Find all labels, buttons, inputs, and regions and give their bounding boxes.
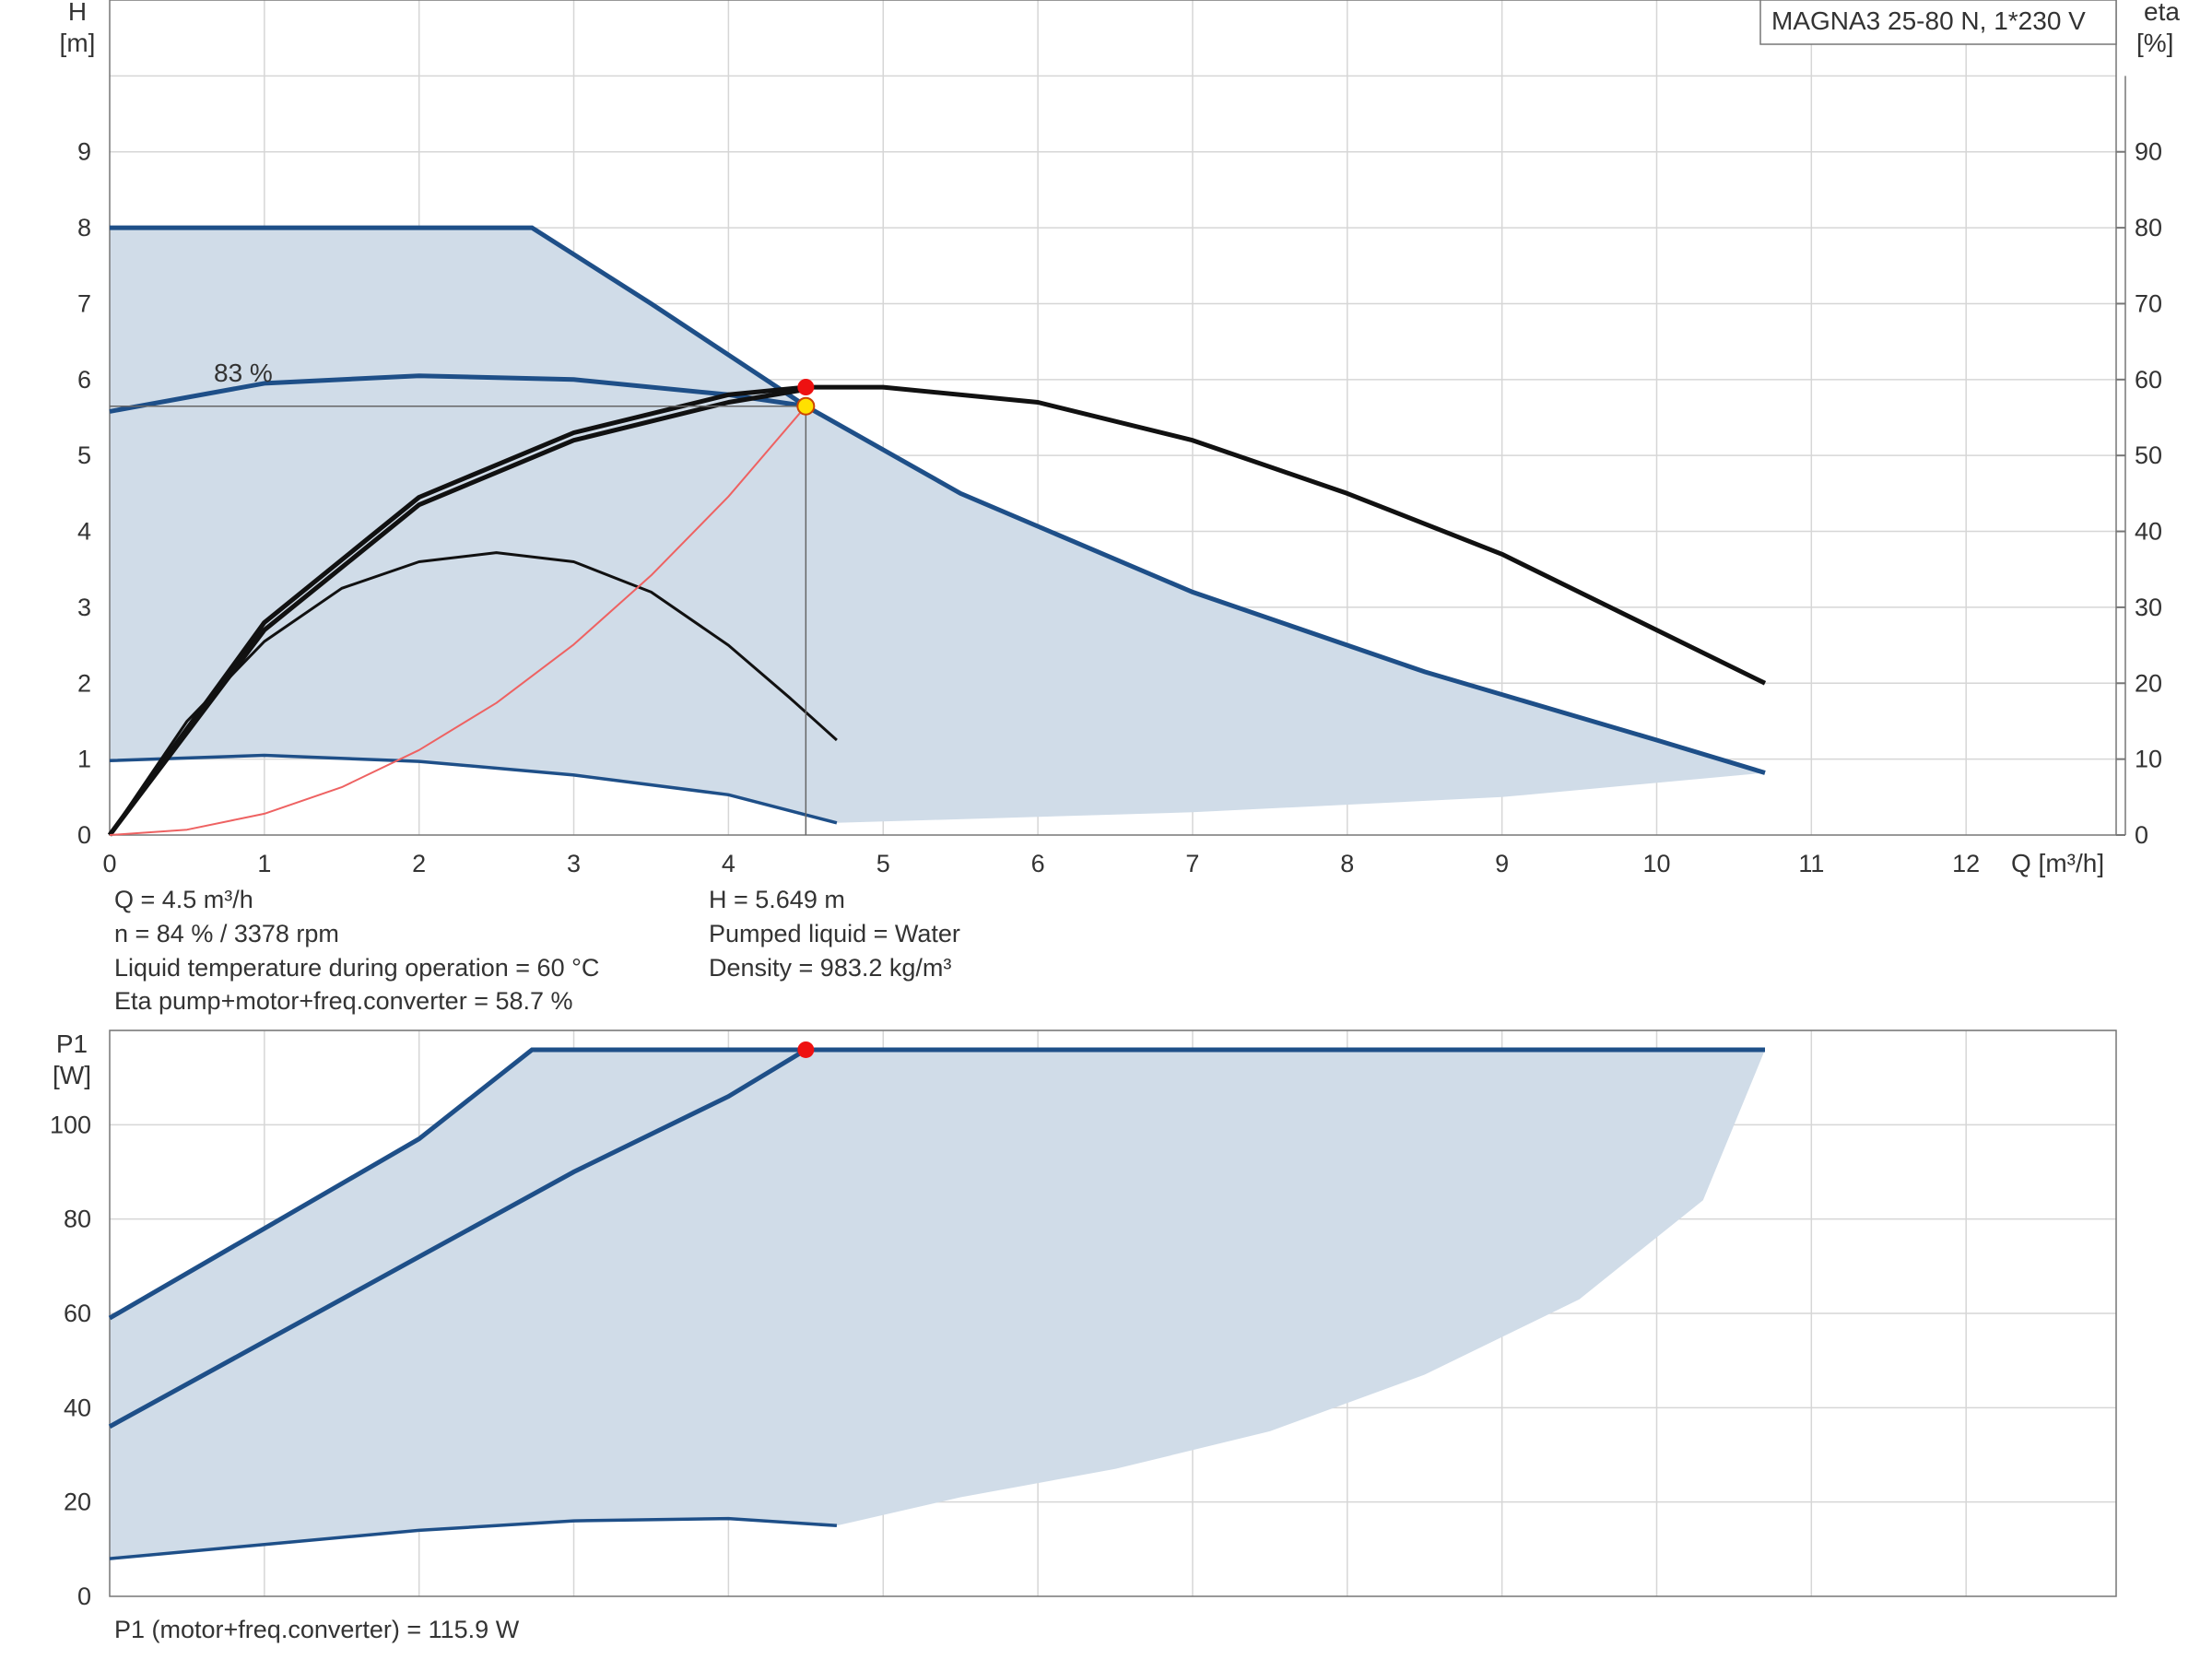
y-tick-label: 100 bbox=[50, 1111, 91, 1138]
y-tick-label: 0 bbox=[77, 1583, 91, 1610]
info-power: P1 (motor+freq.converter) = 115.9 W bbox=[114, 1616, 520, 1643]
power-plot: 0 20 40 60 80 100 bbox=[50, 1030, 2117, 1610]
y-axis-label-power: P1 bbox=[56, 1030, 88, 1058]
x-tick-label: 10 bbox=[1642, 850, 1670, 877]
x-tick-label: 0 bbox=[102, 850, 116, 877]
y2-axis-label-eta: eta bbox=[2144, 0, 2180, 26]
y2-axis-unit-eta: [%] bbox=[2136, 29, 2173, 57]
efficiency-annotation: 83 % bbox=[214, 359, 273, 387]
y2-tick-label: 0 bbox=[2135, 821, 2148, 849]
duty-power-curve-line bbox=[108, 1047, 807, 1429]
legend-label: MAGNA3 25-80 N, 1*230 V bbox=[1771, 6, 2086, 35]
power-point-marker bbox=[797, 1041, 815, 1058]
efficiency-max-line bbox=[107, 384, 1767, 837]
min-speed-curve bbox=[109, 753, 838, 825]
y2-tick-label: 60 bbox=[2135, 366, 2162, 394]
y2-tick-label: 80 bbox=[2135, 214, 2162, 241]
efficiency-point-marker bbox=[797, 379, 815, 396]
max-power-curve bbox=[108, 1047, 1765, 1321]
x-tick-label: 4 bbox=[722, 850, 735, 877]
y-tick-label: 7 bbox=[77, 289, 91, 317]
y-axis-label-head: H bbox=[68, 0, 87, 26]
y-tick-label: 1 bbox=[77, 746, 91, 773]
x-axis-label: Q [m³/h] bbox=[2011, 849, 2104, 877]
y2-tick-label: 50 bbox=[2135, 441, 2162, 469]
x-tick-label: 11 bbox=[1798, 850, 1824, 877]
info-density: Density = 983.2 kg/m³ bbox=[709, 954, 951, 982]
y-tick-label: 9 bbox=[77, 138, 91, 166]
x-tick-label: 12 bbox=[1952, 850, 1980, 877]
system-curve-line bbox=[109, 406, 807, 836]
y2-tick-label: 90 bbox=[2135, 138, 2162, 166]
y-tick-label: 4 bbox=[77, 518, 91, 546]
x-tick-label: 3 bbox=[567, 850, 581, 877]
x-tick-label: 2 bbox=[412, 850, 426, 877]
info-liquid-temperature: Liquid temperature during operation = 60… bbox=[114, 954, 599, 982]
x-tick-label: 1 bbox=[257, 850, 271, 877]
y-tick-label: 20 bbox=[64, 1488, 91, 1516]
operating-point-marker bbox=[796, 396, 816, 416]
y-tick-label: 80 bbox=[64, 1206, 91, 1233]
plot-frame bbox=[109, 1030, 2117, 1597]
info-head: H = 5.649 m bbox=[709, 886, 845, 913]
info-speed: n = 84 % / 3378 rpm bbox=[114, 920, 339, 947]
y-tick-label: 3 bbox=[77, 594, 91, 621]
efficiency-min-line bbox=[108, 551, 838, 836]
y-tick-label: 5 bbox=[77, 441, 91, 469]
x-tick-label: 6 bbox=[1031, 850, 1045, 877]
plot-frame bbox=[109, 0, 2117, 836]
info-pumped-liquid: Pumped liquid = Water bbox=[709, 920, 960, 947]
y-tick-label: 2 bbox=[77, 669, 91, 697]
y-axis-unit-head: [m] bbox=[60, 29, 96, 57]
x-tick-label: 8 bbox=[1340, 850, 1354, 877]
y2-tick-label: 20 bbox=[2135, 669, 2162, 697]
y-axis-unit-power: [W] bbox=[53, 1061, 91, 1089]
y-tick-label: 40 bbox=[64, 1394, 91, 1421]
legend-box bbox=[1759, 0, 2117, 45]
speed-curve-line bbox=[109, 373, 806, 414]
max-speed-curve bbox=[110, 225, 1766, 775]
efficiency-duty-line bbox=[108, 387, 806, 837]
y-tick-label: 0 bbox=[77, 821, 91, 849]
info-flow: Q = 4.5 m³/h bbox=[114, 886, 253, 913]
min-power-curve bbox=[109, 1516, 838, 1560]
operating-range-area bbox=[110, 1050, 1765, 1559]
y-tick-label: 8 bbox=[77, 214, 91, 241]
y2-tick-label: 30 bbox=[2135, 594, 2162, 621]
x-tick-label: 7 bbox=[1185, 850, 1199, 877]
y-tick-label: 6 bbox=[77, 366, 91, 394]
y2-tick-label: 70 bbox=[2135, 289, 2162, 317]
y2-tick-label: 40 bbox=[2135, 518, 2162, 546]
info-efficiency: Eta pump+motor+freq.converter = 58.7 % bbox=[114, 987, 573, 1015]
y-tick-label: 60 bbox=[64, 1300, 91, 1327]
operating-range-area bbox=[110, 228, 1765, 823]
y2-tick-label: 10 bbox=[2135, 746, 2162, 773]
x-tick-label: 9 bbox=[1495, 850, 1509, 877]
x-tick-label: 5 bbox=[877, 850, 890, 877]
